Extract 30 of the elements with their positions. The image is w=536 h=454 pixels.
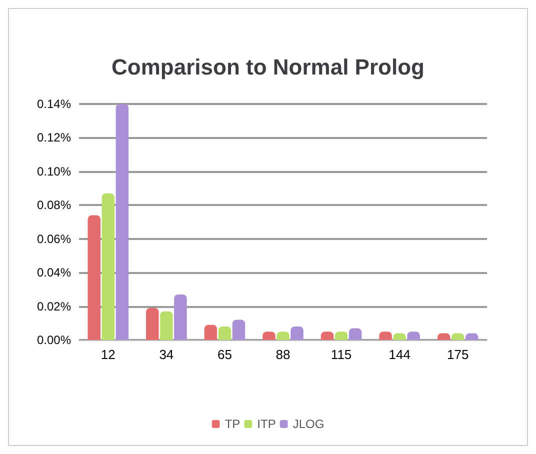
bar <box>218 326 232 340</box>
y-tick-label: 0.02% <box>36 299 72 314</box>
x-tick-label: 144 <box>388 347 410 362</box>
bar <box>88 215 100 340</box>
x-tick-label: 34 <box>159 347 174 362</box>
bar <box>160 311 173 340</box>
bar <box>102 193 115 340</box>
bar <box>146 308 159 340</box>
y-tick-label: 0.06% <box>36 232 72 246</box>
legend-label: TP <box>224 417 240 431</box>
y-tick-label: 0.10% <box>36 164 72 178</box>
y-tick-label: 0.14% <box>36 97 72 111</box>
x-tick-label: 88 <box>276 347 290 362</box>
chart-title: Comparison to Normal Prolog <box>112 54 424 80</box>
bar <box>116 104 129 340</box>
y-tick-label: 0.00% <box>36 333 72 347</box>
legend-label: JLOG <box>292 417 324 431</box>
x-tick-label: 175 <box>447 347 469 362</box>
y-tick-label: 0.08% <box>36 198 72 212</box>
x-tick-label: 65 <box>217 347 232 362</box>
bar <box>348 328 362 340</box>
y-tick-label: 0.12% <box>36 130 72 145</box>
legend-label: ITP <box>257 417 276 431</box>
x-tick-label: 12 <box>100 347 116 362</box>
bar <box>204 324 218 340</box>
y-tick-label: 0.04% <box>36 266 72 280</box>
bar <box>232 320 246 340</box>
bar <box>174 294 187 340</box>
x-tick-label: 115 <box>330 347 352 362</box>
bar <box>290 326 304 340</box>
